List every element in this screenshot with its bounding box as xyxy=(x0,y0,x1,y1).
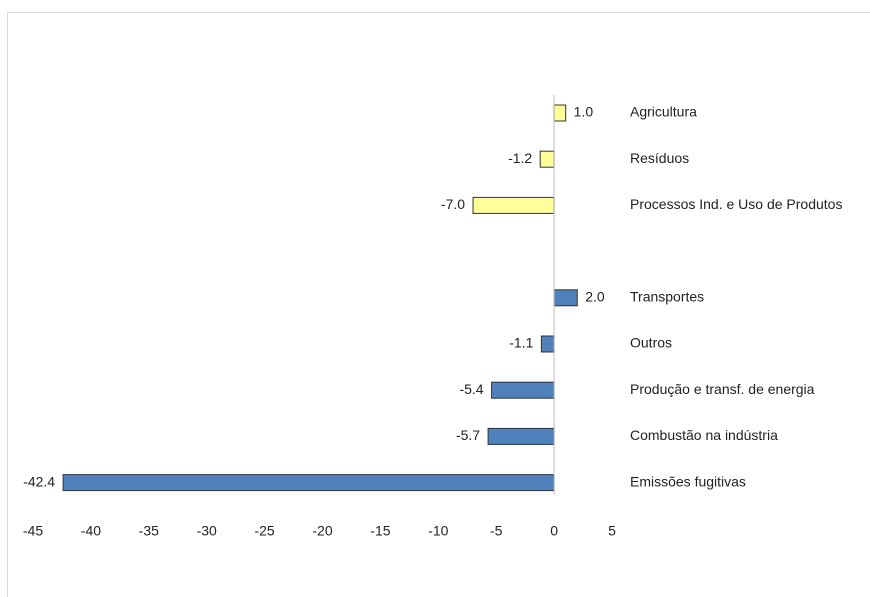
x-tick-label: 5 xyxy=(608,523,616,539)
chart-frame xyxy=(7,12,870,597)
value-label: -1.2 xyxy=(508,150,532,166)
category-label: Combustão na indústria xyxy=(630,427,778,443)
x-tick-label: -30 xyxy=(197,523,217,539)
value-label: -5.7 xyxy=(456,427,480,443)
category-label: Produção e transf. de energia xyxy=(630,381,815,397)
x-tick-label: 0 xyxy=(550,523,558,539)
value-label: 2.0 xyxy=(585,289,605,305)
x-tick-label: -35 xyxy=(139,523,159,539)
x-tick-label: -10 xyxy=(428,523,448,539)
x-tick-label: -15 xyxy=(370,523,390,539)
bar xyxy=(472,196,555,214)
category-label: Agricultura xyxy=(630,104,697,120)
bar xyxy=(553,104,567,122)
x-tick-label: -25 xyxy=(254,523,274,539)
value-label: -5.4 xyxy=(459,381,483,397)
x-tick-label: -40 xyxy=(81,523,101,539)
x-tick-label: -20 xyxy=(312,523,332,539)
bar xyxy=(540,335,555,353)
category-label: Processos Ind. e Uso de Produtos xyxy=(630,196,842,212)
bar xyxy=(553,289,578,307)
category-label: Resíduos xyxy=(630,150,689,166)
category-label: Transportes xyxy=(630,289,704,305)
bar xyxy=(491,381,555,399)
category-label: Outros xyxy=(630,335,672,351)
bar xyxy=(487,427,555,445)
x-tick-label: -5 xyxy=(490,523,503,539)
category-label: Emissões fugitivas xyxy=(630,473,746,489)
bar xyxy=(539,150,555,168)
value-label: -1.1 xyxy=(509,335,533,351)
bar xyxy=(62,474,555,492)
x-tick-label: -45 xyxy=(23,523,43,539)
value-label: -42.4 xyxy=(23,473,55,489)
value-label: 1.0 xyxy=(574,104,594,120)
value-label: -7.0 xyxy=(441,196,465,212)
